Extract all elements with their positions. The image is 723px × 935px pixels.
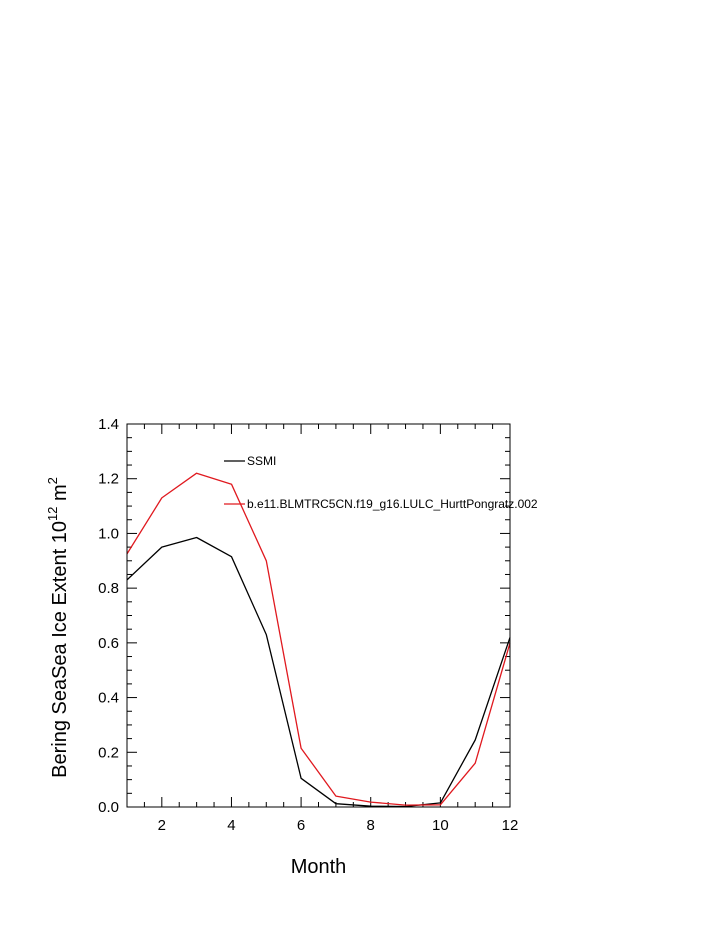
- y-tick-label: 0.0: [98, 799, 119, 816]
- series-line-2: [126, 472, 511, 806]
- x-tick-label: 6: [297, 817, 305, 834]
- y-tick-label: 1.2: [98, 471, 119, 488]
- y-tick-label: 0.6: [98, 635, 119, 652]
- series-lines: [126, 472, 511, 808]
- y-axis-title-unit: m: [49, 484, 71, 506]
- y-tick-label: 0.2: [98, 744, 119, 761]
- y-tick-label: 0.8: [98, 580, 119, 597]
- x-tick-label: 8: [367, 817, 375, 834]
- x-axis-title: Month: [291, 856, 347, 878]
- y-axis-title-exponent-2: 2: [45, 477, 60, 484]
- y-axis-title: Bering SeaSea Ice Extent 1012 m2: [45, 477, 71, 778]
- y-axis-title-prefix: Bering SeaSea Ice Extent 10: [49, 521, 71, 778]
- legend-label-2: b.e11.BLMTRC5CN.f19_g16.LULC_HurttPongra…: [247, 497, 538, 511]
- x-tick-labels: 2 4 6 8 10 12: [158, 817, 519, 834]
- y-tick-label: 1.0: [98, 525, 119, 542]
- series-line-1: [126, 536, 511, 808]
- x-tick-label: 4: [227, 817, 235, 834]
- x-tick-label: 12: [502, 817, 519, 834]
- y-tick-labels: 0.0 0.2 0.4 0.6 0.8 1.0 1.2 1.4: [98, 416, 119, 816]
- plot-frame: [126, 423, 511, 808]
- legend: SSMI b.e11.BLMTRC5CN.f19_g16.LULC_HurttPo…: [224, 454, 538, 511]
- y-tick-label: 0.4: [98, 690, 119, 707]
- y-tick-label: 1.4: [98, 416, 119, 433]
- legend-label-1: SSMI: [247, 454, 276, 468]
- y-axis-title-exponent-1: 12: [45, 507, 60, 521]
- x-tick-label: 2: [158, 817, 166, 834]
- x-tick-label: 10: [432, 817, 449, 834]
